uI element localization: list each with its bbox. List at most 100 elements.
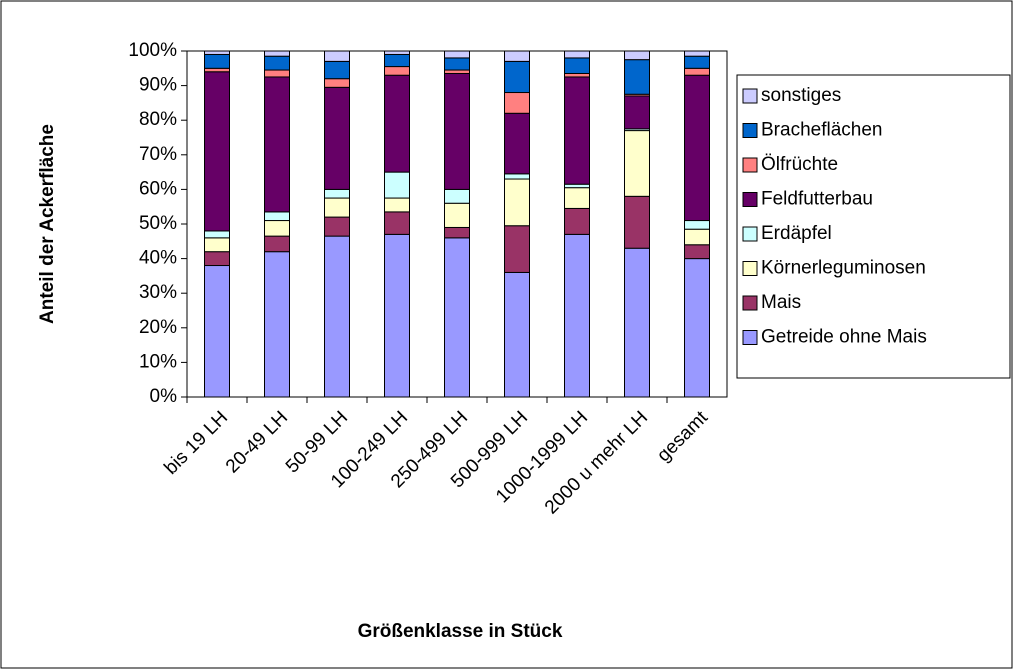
bar-segment	[684, 228, 710, 246]
legend-label: Getreide ohne Mais	[761, 327, 927, 348]
bar-segment	[264, 69, 290, 78]
bar-segment	[624, 130, 650, 197]
bar-segment	[204, 67, 230, 73]
y-tick-label: 60%	[139, 178, 177, 199]
legend-label: Erdäpfel	[761, 223, 832, 244]
bar-segment	[324, 197, 350, 218]
bar-segment	[324, 235, 350, 398]
bar-segment	[684, 50, 710, 57]
bar-segment	[624, 247, 650, 398]
bar-segment	[264, 251, 290, 398]
bar-segment	[324, 188, 350, 199]
bar-segment	[684, 244, 710, 260]
bar-segment	[324, 50, 350, 62]
bar-segment	[264, 50, 290, 57]
bar-segment	[684, 67, 710, 76]
bar-segment	[444, 57, 470, 71]
bar-segment	[264, 220, 290, 237]
bar-segment	[324, 86, 350, 190]
bar-segment	[384, 66, 410, 76]
legend-swatch	[742, 192, 758, 207]
bar-segment	[504, 112, 530, 175]
y-axis-title: Anteil der Ackerfläche	[37, 124, 58, 324]
bar-segment	[444, 188, 470, 204]
bar-segment	[504, 60, 530, 94]
legend-swatch	[742, 261, 758, 276]
legend-label: Mais	[761, 292, 801, 313]
bar-segment	[624, 50, 650, 61]
bar-segment	[264, 55, 290, 71]
y-tick-label: 30%	[139, 282, 177, 303]
bar-segment	[684, 258, 710, 398]
bar-segment	[264, 235, 290, 253]
bar-segment	[204, 53, 230, 69]
bar-segment	[564, 57, 590, 74]
bar-segment	[564, 72, 590, 78]
bar-segment	[384, 211, 410, 235]
bar-segment	[624, 95, 650, 130]
legend-swatch	[742, 123, 758, 138]
bar-segment	[384, 53, 410, 68]
bar-segment	[384, 197, 410, 213]
bar-segment	[564, 76, 590, 185]
legend-label: Körnerleguminosen	[761, 258, 926, 279]
x-axis-title: Größenklasse in Stück	[358, 621, 563, 642]
bar-segment	[204, 237, 230, 253]
bar-segment	[504, 173, 530, 180]
bar-segment	[564, 233, 590, 398]
bar-segment	[444, 202, 470, 228]
bar-segment	[444, 69, 470, 74]
legend-swatch	[742, 88, 758, 104]
bar-segment	[384, 50, 410, 55]
bar-segment	[204, 230, 230, 239]
legend-swatch	[742, 226, 758, 242]
bar-segment	[444, 50, 470, 59]
bar-segment	[564, 50, 590, 59]
bar-segment	[264, 211, 290, 222]
bar-segment	[624, 195, 650, 249]
bar-segment	[384, 233, 410, 398]
y-tick-label: 50%	[139, 213, 177, 234]
bar-segment	[264, 76, 290, 213]
bar-segment	[204, 50, 230, 55]
y-tick-label: 100%	[128, 40, 177, 61]
bar-segment	[444, 237, 470, 398]
bar-segment	[504, 50, 530, 62]
bar-segment	[204, 265, 230, 398]
legend-swatch	[742, 157, 758, 173]
legend-label: Bracheflächen	[761, 120, 882, 141]
legend-label: Feldfutterbau	[761, 189, 873, 210]
bar-segment	[384, 74, 410, 173]
legend-label: Ölfrüchte	[761, 154, 838, 175]
bar-segment	[324, 216, 350, 237]
legend-swatch	[742, 330, 758, 345]
y-tick-label: 20%	[139, 317, 177, 338]
bar-segment	[324, 60, 350, 80]
y-tick-label: 0%	[150, 386, 178, 407]
bar-segment	[684, 74, 710, 222]
bar-segment	[384, 171, 410, 199]
bar-segment	[504, 92, 530, 114]
bar-segment	[624, 59, 650, 95]
bar-segment	[504, 178, 530, 227]
bar-segment	[564, 207, 590, 235]
bar-segment	[564, 187, 590, 209]
legend-box	[736, 74, 1011, 379]
bar-segment	[684, 220, 710, 230]
legend-swatch	[742, 295, 758, 311]
bar-segment	[684, 55, 710, 69]
y-tick-label: 90%	[139, 75, 177, 96]
bar-segment	[564, 183, 590, 189]
bar-segment	[204, 251, 230, 267]
y-tick-label: 10%	[139, 351, 177, 372]
bar-segment	[504, 225, 530, 273]
bar-segment	[444, 72, 470, 190]
bar-segment	[444, 226, 470, 239]
bar-segment	[504, 271, 530, 398]
y-tick-label: 70%	[139, 144, 177, 165]
bar-segment	[324, 78, 350, 88]
y-tick-label: 80%	[139, 109, 177, 130]
bar-segment	[204, 71, 230, 232]
legend-label: sonstiges	[761, 85, 841, 106]
